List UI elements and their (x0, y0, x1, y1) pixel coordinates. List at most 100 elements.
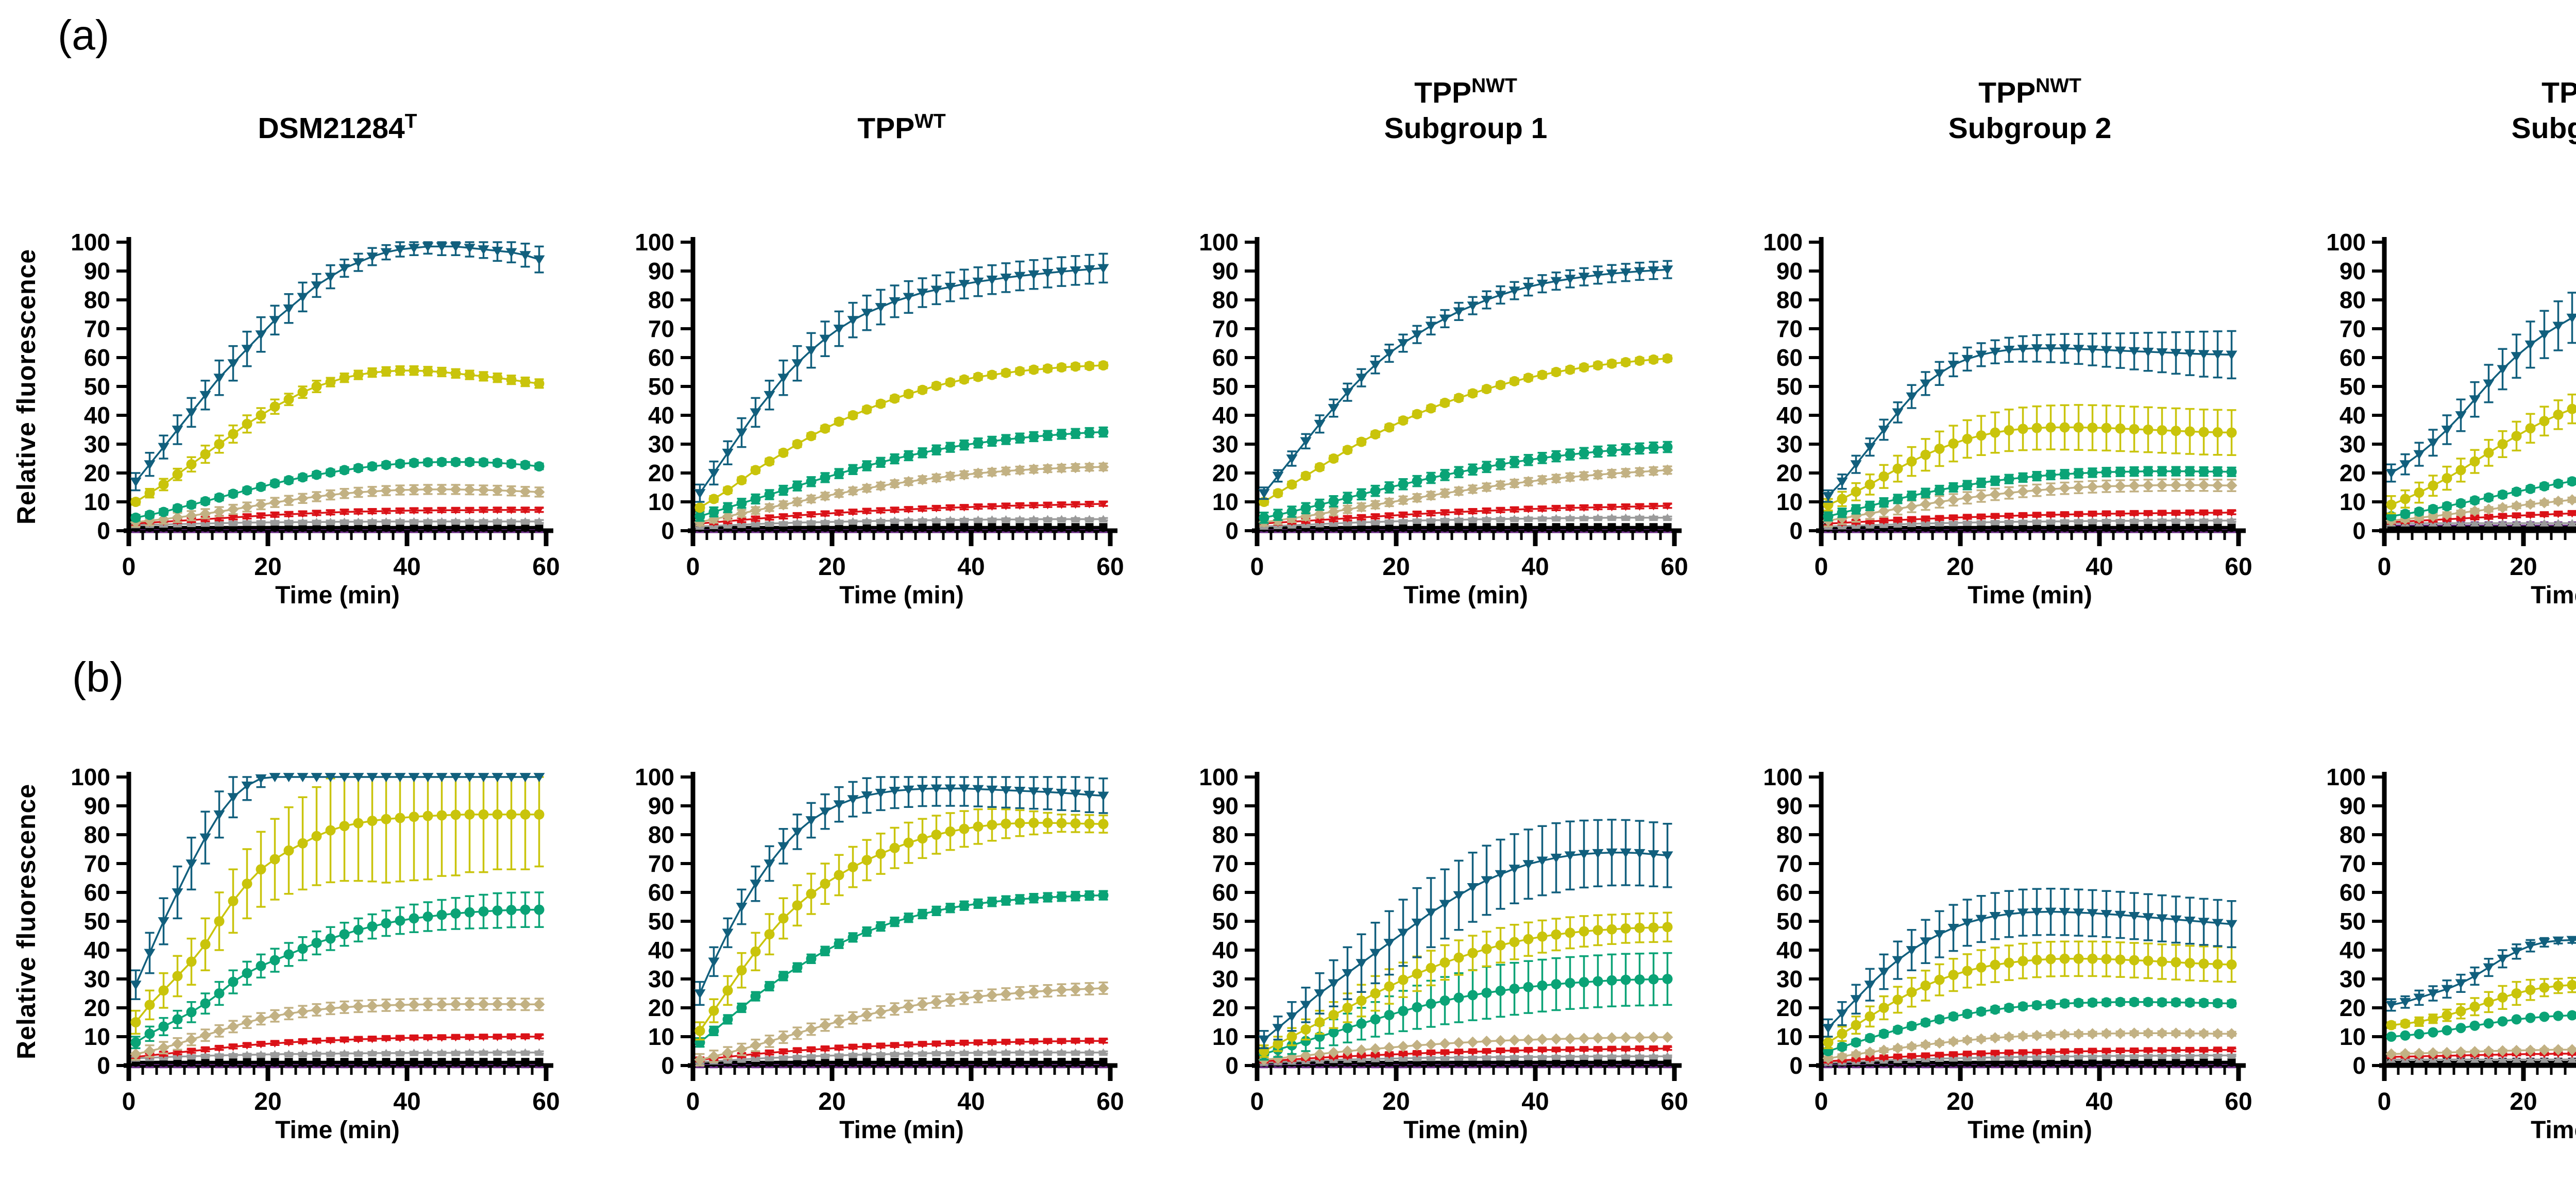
series-pbs (132, 525, 543, 532)
y-tick-label: 100 (2326, 764, 2366, 790)
y-tick-label: 10 (2340, 488, 2366, 515)
y-tick-label: 10 (84, 1023, 110, 1050)
x-tick-label: 40 (1521, 1088, 1549, 1116)
x-axis-label-a4: Time (min) (1968, 582, 2092, 609)
x-axis-label-b2: Time (min) (839, 1117, 964, 1144)
y-tick-label: 10 (1212, 1023, 1239, 1050)
y-tick-label: 50 (84, 373, 110, 400)
y-tick-label: 40 (648, 402, 674, 429)
y-tick-label: 10 (2340, 1023, 2366, 1050)
y-tick-label: 100 (1763, 229, 1803, 256)
x-tick-label: 20 (818, 1088, 845, 1116)
series-etbr1 (2386, 1010, 2576, 1042)
y-tick-label: 40 (648, 937, 674, 964)
series-etbr3 (694, 252, 1109, 503)
y-tick-label: 30 (1212, 966, 1239, 992)
y-tick-label: 60 (2340, 344, 2366, 371)
y-tick-label: 60 (1212, 344, 1239, 371)
series-etbr3 (1822, 330, 2238, 503)
x-tick-label: 40 (2086, 1088, 2113, 1116)
y-tick-label: 70 (2340, 850, 2366, 877)
series-etbr2 (1259, 353, 1673, 507)
panel-subtitle: Subgroup 3 (2511, 112, 2576, 145)
x-tick-label: 0 (2378, 1088, 2392, 1116)
x-axis-label-a1: Time (min) (275, 582, 400, 609)
x-tick-label: 20 (818, 553, 845, 581)
series-etbr3 (694, 776, 1109, 1006)
y-tick-label: 20 (1212, 460, 1239, 486)
x-tick-label: 40 (393, 1088, 420, 1116)
y-tick-label: 0 (2352, 1052, 2366, 1079)
x-tick-label: 0 (686, 553, 700, 581)
series-etbr3 (1258, 260, 1673, 500)
y-tick-label: 100 (1199, 229, 1239, 256)
y-tick-label: 100 (1199, 764, 1239, 790)
panel-subtitle: Subgroup 1 (1384, 112, 1548, 145)
y-tick-label: 10 (648, 488, 674, 515)
y-tick-label: 80 (84, 821, 110, 848)
y-tick-label: 20 (648, 460, 674, 486)
x-tick-label: 0 (1815, 1088, 1828, 1116)
y-tick-label: 30 (2340, 431, 2366, 458)
x-tick-label: 40 (957, 1088, 985, 1116)
y-tick-label: 100 (1763, 764, 1803, 790)
series-etbr2 (1823, 940, 2237, 1050)
x-tick-label: 40 (393, 553, 420, 581)
series-etbr025 (131, 1033, 544, 1061)
y-tick-label: 80 (84, 286, 110, 313)
panel-title-text: TPP (2541, 76, 2576, 109)
y-tick-label: 40 (84, 937, 110, 964)
x-axis-label-b3: Time (min) (1403, 1117, 1528, 1144)
series-etbr2 (130, 365, 545, 507)
y-tick-label: 90 (2340, 258, 2366, 284)
y-tick-label: 50 (648, 373, 674, 400)
panel-title-superscript: NWT (1471, 74, 1517, 97)
x-tick-label: 20 (1946, 553, 1974, 581)
series-etbr2 (694, 808, 1109, 1041)
series-etbr0125 (2386, 519, 2576, 527)
y-tick-label: 0 (1789, 1052, 1803, 1079)
series-pbs (696, 525, 1107, 532)
y-tick-label: 20 (1212, 994, 1239, 1021)
y-tick-label: 40 (2340, 937, 2366, 964)
x-tick-label: 20 (254, 1088, 281, 1116)
x-tick-label: 0 (1250, 1088, 1264, 1116)
y-tick-label: 90 (2340, 792, 2366, 819)
panel-title-text: TPP (1414, 76, 1472, 109)
y-tick-label: 20 (84, 994, 110, 1021)
y-tick-label: 40 (84, 402, 110, 429)
x-tick-label: 0 (1250, 553, 1264, 581)
series-pbs (1260, 525, 1671, 532)
y-tick-label: 90 (1776, 792, 1803, 819)
y-tick-label: 90 (84, 258, 110, 284)
y-tick-label: 30 (84, 966, 110, 992)
y-tick-label: 50 (2340, 908, 2366, 935)
y-tick-label: 10 (1776, 1023, 1803, 1050)
series-etbr05 (2385, 1044, 2576, 1060)
series-etbr2 (130, 776, 545, 1035)
series-etbr3 (130, 241, 545, 492)
y-tick-label: 20 (648, 994, 674, 1021)
series-etbr05 (1258, 1032, 1673, 1066)
y-tick-label: 70 (1776, 315, 1803, 342)
x-tick-label: 20 (2510, 1088, 2537, 1116)
x-tick-label: 0 (2378, 553, 2392, 581)
y-tick-label: 0 (1225, 517, 1239, 544)
x-tick-label: 60 (1660, 1088, 1688, 1116)
y-tick-label: 70 (2340, 315, 2366, 342)
row-b-label: (b) (72, 654, 124, 701)
x-tick-label: 60 (2225, 553, 2252, 581)
y-tick-label: 80 (2340, 821, 2366, 848)
y-tick-label: 20 (84, 460, 110, 486)
y-tick-label: 10 (1212, 488, 1239, 515)
series-etbr05 (2385, 494, 2576, 527)
panel-title-1: DSM21284T (82, 49, 592, 147)
